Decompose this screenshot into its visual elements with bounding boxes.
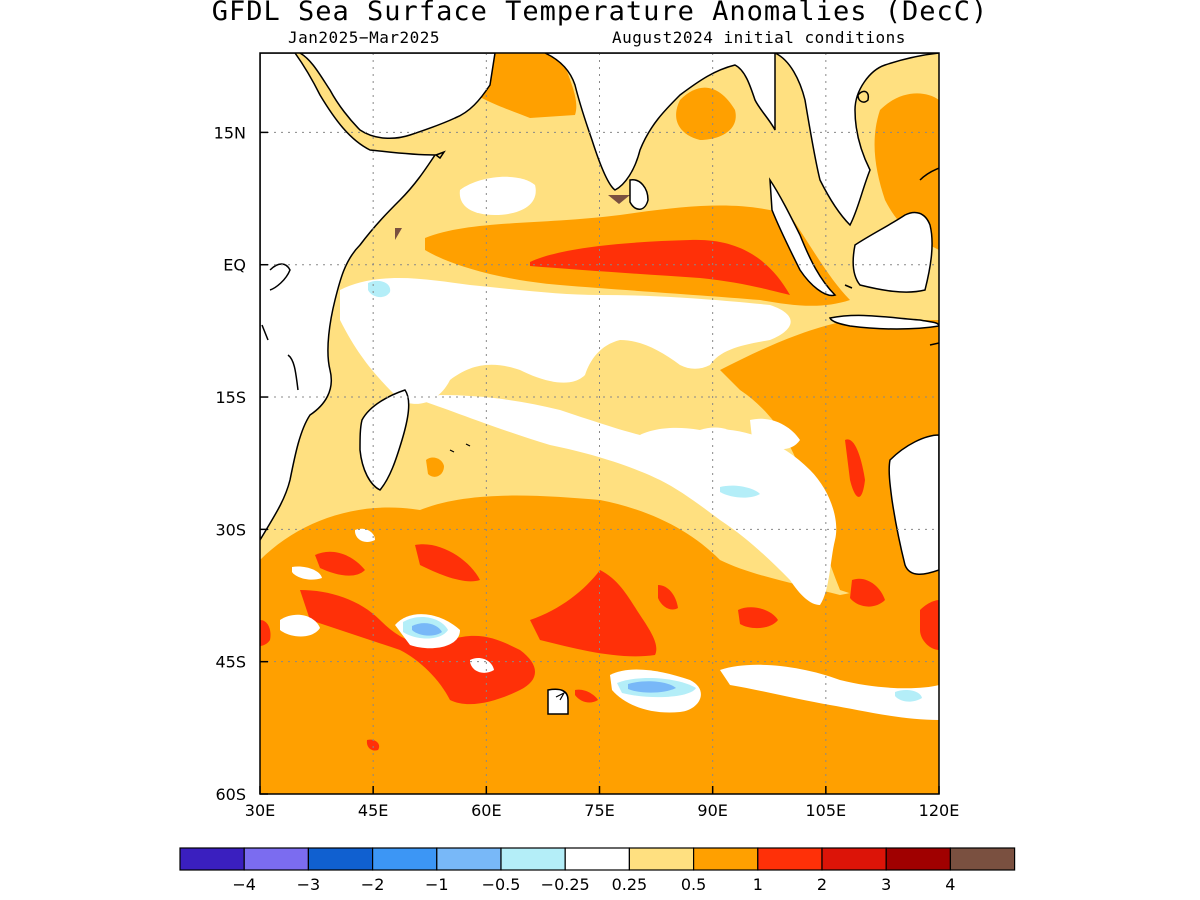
colorbar-label: −4 (232, 875, 256, 894)
colorbar-swatch (179, 847, 245, 871)
colorbar-label: −0.5 (482, 875, 521, 894)
colorbar-label: −1 (425, 875, 449, 894)
y-tick-label: 30S (215, 520, 246, 539)
period-subtitle: Jan2025−Mar2025 (288, 28, 440, 47)
x-tick-label: 75E (584, 801, 614, 820)
colorbar-swatch (949, 847, 1016, 871)
colorbar-label: 1 (753, 875, 763, 894)
y-tick-label: 45S (215, 653, 246, 672)
map-title: GFDL Sea Surface Temperature Anomalies (… (211, 0, 989, 27)
anomaly-field (260, 53, 939, 794)
colorbar-label: −2 (361, 875, 385, 894)
colorbar-swatch (436, 847, 502, 871)
y-tick-label: 15N (214, 123, 246, 142)
colorbar-swatch (885, 847, 952, 871)
x-tick-label: 60E (471, 801, 501, 820)
x-tick-label: 30E (245, 801, 275, 820)
colorbar-label: 0.5 (681, 875, 706, 894)
colorbar-swatch (757, 847, 823, 871)
initial-conditions-subtitle: August2024 initial conditions (612, 28, 906, 47)
colorbar-swatch (821, 847, 887, 871)
colorbar-swatch (500, 847, 566, 871)
colorbar-swatch (628, 847, 695, 871)
colorbar-swatch (243, 847, 309, 871)
colorbar-swatch (692, 847, 759, 871)
y-tick-label: 60S (215, 785, 246, 804)
colorbar-label: 3 (881, 875, 891, 894)
x-axis: 30E 45E 60E 75E 90E 105E 120E (245, 786, 960, 820)
colorbar-label: −3 (297, 875, 321, 894)
x-tick-label: 105E (806, 801, 847, 820)
y-tick-label: EQ (223, 256, 246, 275)
colorbar-swatch (372, 847, 438, 871)
y-axis: 15N EQ 15S 30S 45S 60S (214, 123, 268, 804)
y-tick-label: 15S (215, 388, 246, 407)
colorbar-swatch (307, 847, 374, 871)
colorbar-label: 0.25 (612, 875, 648, 894)
colorbar: −4 −3 −2 −1 −0.5 −0.25 0.25 0.5 1 2 3 4 (179, 847, 1016, 894)
x-tick-label: 90E (697, 801, 727, 820)
colorbar-label: −0.25 (541, 875, 590, 894)
x-tick-label: 120E (919, 801, 960, 820)
x-tick-label: 45E (358, 801, 388, 820)
colorbar-label: 2 (817, 875, 827, 894)
colorbar-label: 4 (945, 875, 955, 894)
colorbar-swatch (564, 847, 631, 871)
gridlines (260, 53, 939, 794)
